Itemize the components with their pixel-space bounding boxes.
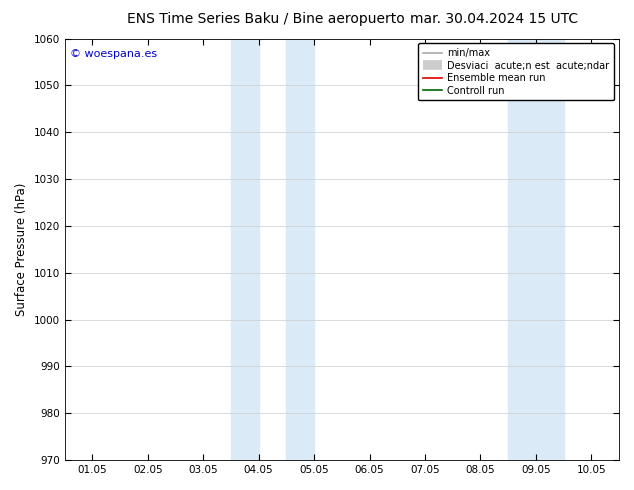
Bar (287, 39, 314, 460)
Legend: min/max, Desviaci  acute;n est  acute;ndar, Ensemble mean run, Controll run: min/max, Desviaci acute;n est acute;ndar… (418, 44, 614, 100)
Text: ENS Time Series Baku / Bine aeropuerto: ENS Time Series Baku / Bine aeropuerto (127, 12, 405, 26)
Text: © woespana.es: © woespana.es (70, 49, 157, 59)
Bar (508, 39, 536, 460)
Bar (231, 39, 259, 460)
Y-axis label: Surface Pressure (hPa): Surface Pressure (hPa) (15, 183, 28, 316)
Text: mar. 30.04.2024 15 UTC: mar. 30.04.2024 15 UTC (410, 12, 579, 26)
Bar (536, 39, 564, 460)
